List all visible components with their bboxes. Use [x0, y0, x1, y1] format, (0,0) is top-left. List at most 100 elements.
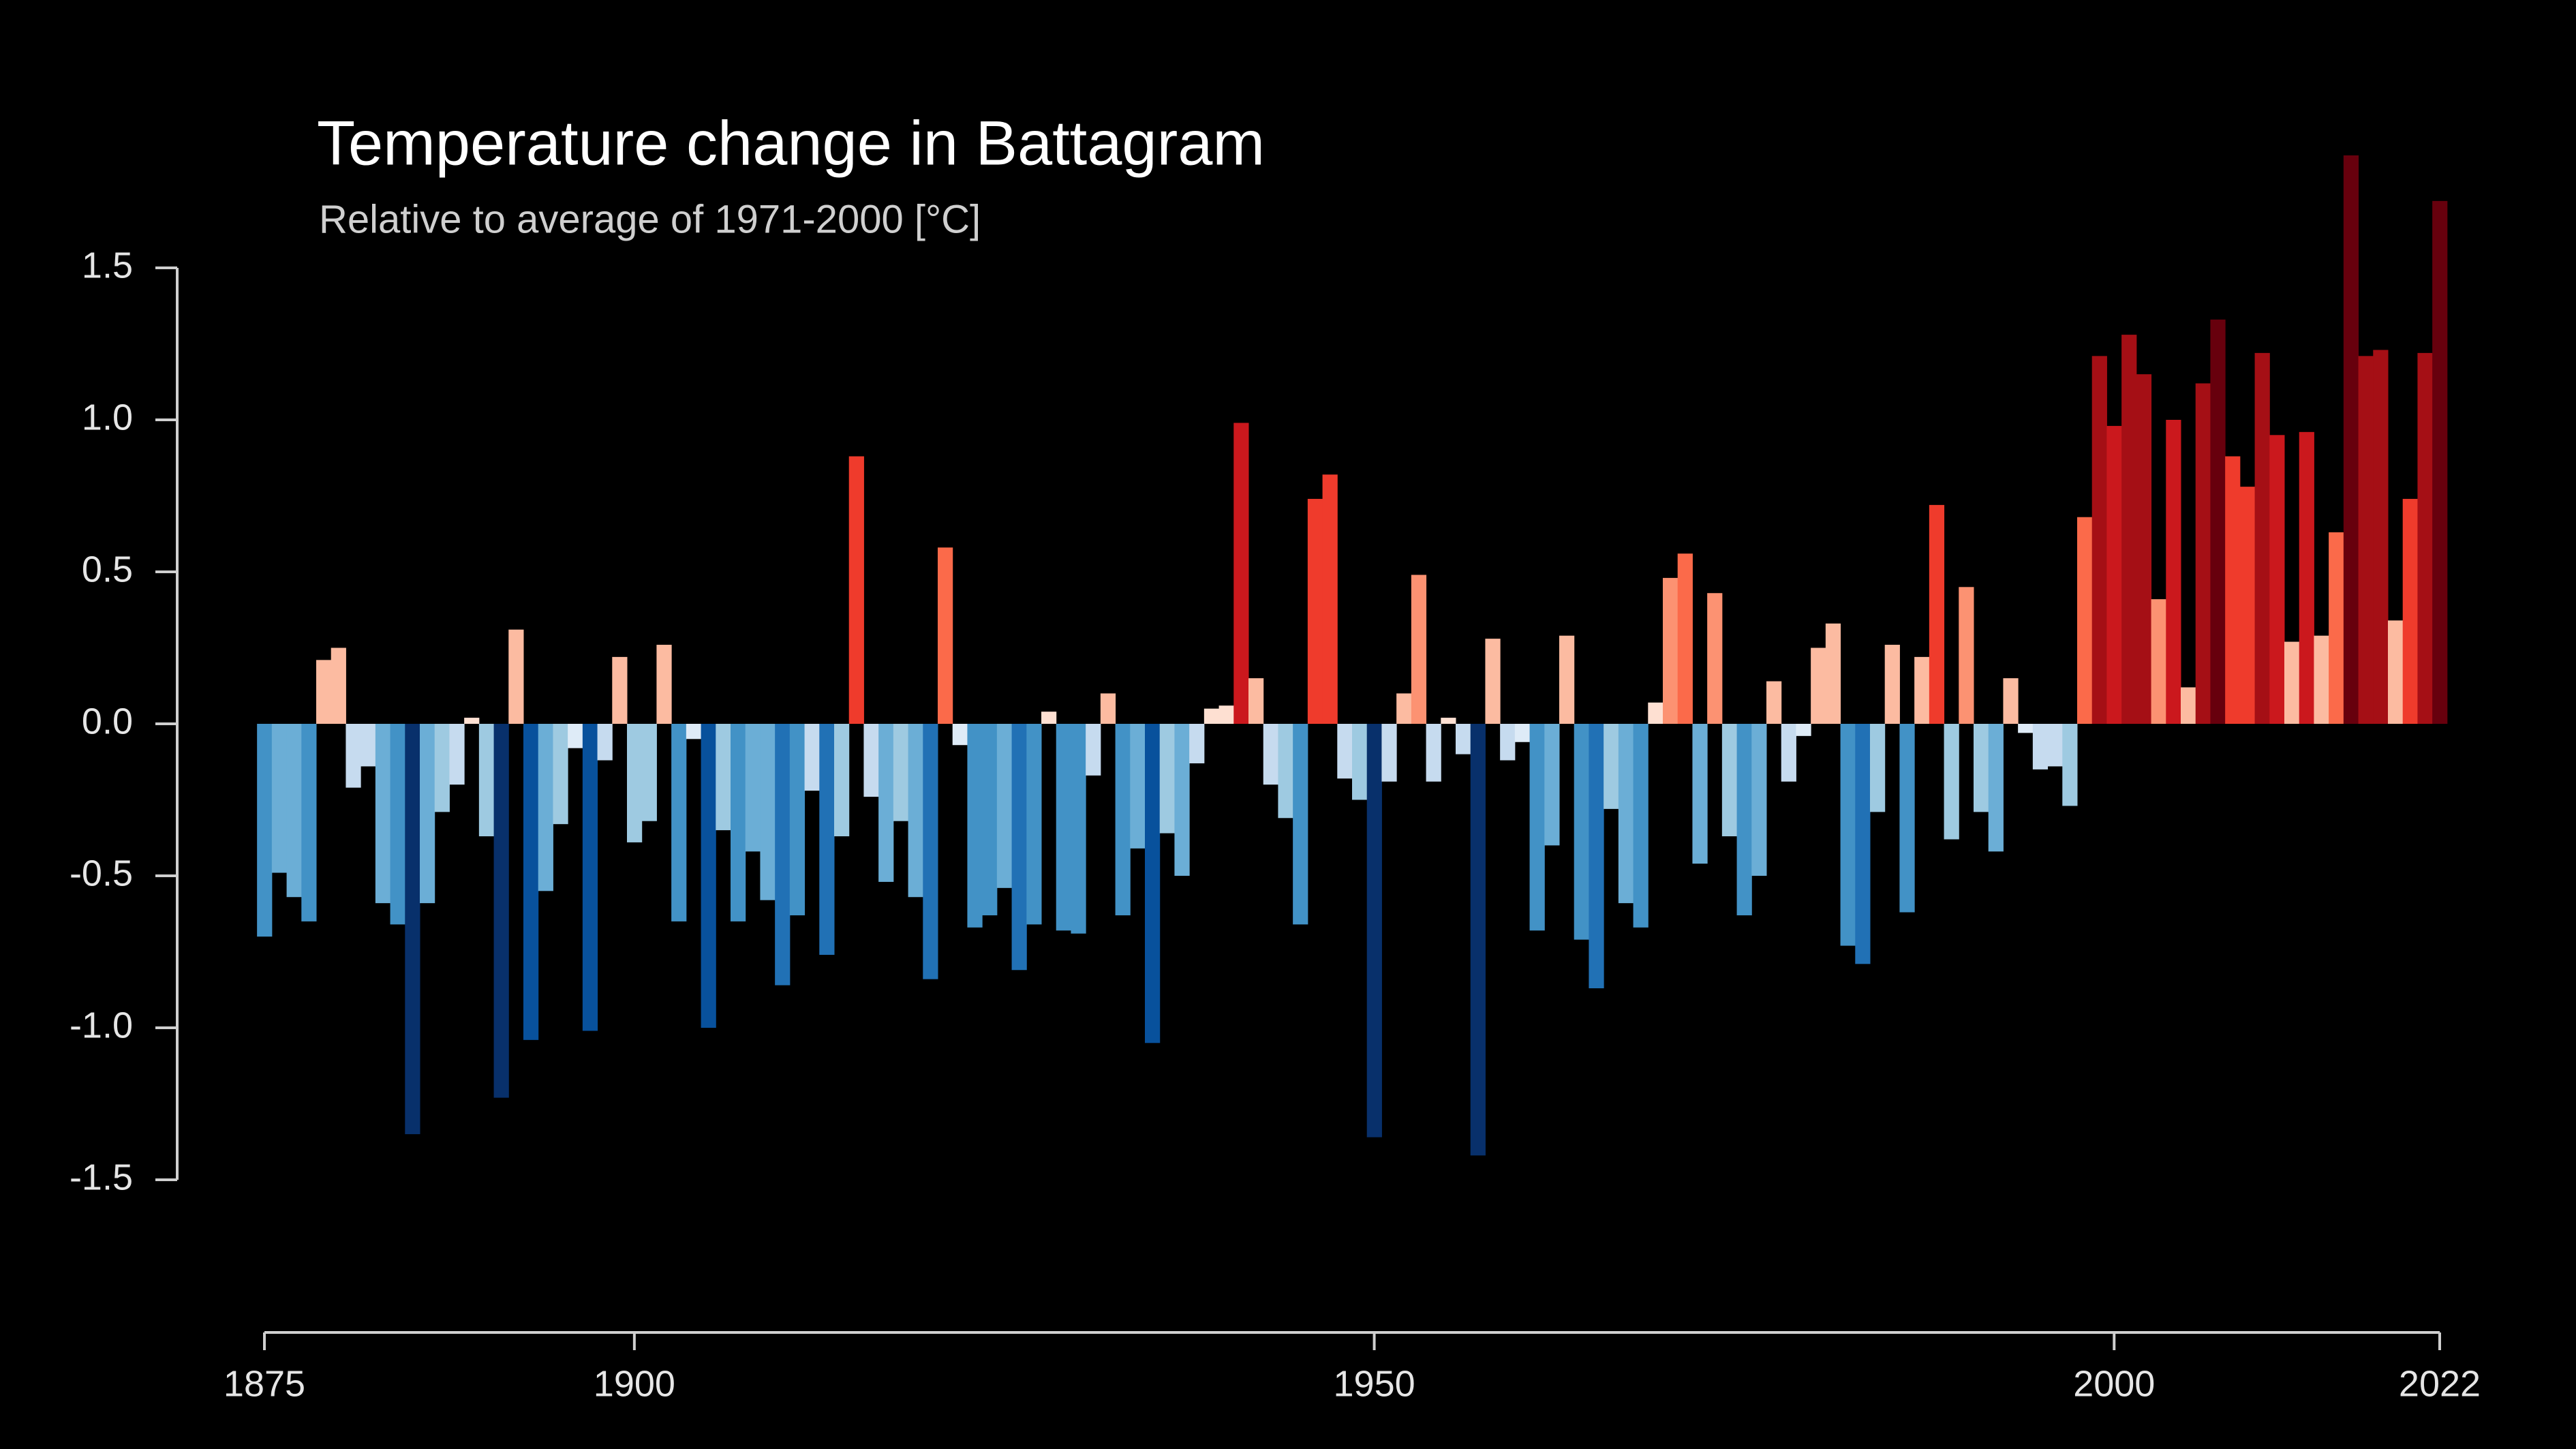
bar — [1633, 724, 1649, 928]
bar — [789, 724, 806, 915]
bar — [316, 660, 332, 724]
bar — [938, 547, 953, 724]
bar — [271, 724, 288, 873]
bar — [2136, 374, 2152, 724]
bar — [1233, 423, 1249, 724]
bar — [346, 724, 361, 788]
bar — [1781, 724, 1796, 782]
bar — [923, 724, 938, 979]
bar — [716, 724, 731, 831]
bar — [434, 724, 450, 812]
bar — [1959, 587, 1974, 724]
bar — [1589, 724, 1604, 989]
bar — [420, 724, 435, 904]
bar — [1100, 693, 1116, 724]
bar — [1544, 724, 1560, 846]
bar — [2329, 532, 2344, 724]
bar — [1189, 724, 1205, 763]
y-tick-label: 0.5 — [82, 549, 133, 590]
bar — [2343, 155, 2359, 724]
bar — [1293, 724, 1308, 925]
bar — [2299, 431, 2314, 724]
bar — [464, 718, 480, 724]
bar — [819, 724, 835, 955]
bar — [1396, 693, 1412, 724]
bar — [863, 724, 879, 797]
bar — [1086, 724, 1101, 776]
bar — [2195, 383, 2211, 724]
bar — [627, 724, 643, 842]
bar — [390, 724, 405, 925]
bar — [1366, 724, 1382, 1138]
bar — [1026, 724, 1042, 925]
bar — [834, 724, 850, 837]
bar — [2432, 200, 2448, 724]
y-tick-label: -1.0 — [70, 1005, 133, 1046]
bar — [1218, 705, 1234, 724]
bar — [2225, 456, 2241, 724]
bar — [1825, 623, 1841, 724]
bar — [760, 724, 776, 900]
chart-title: Temperature change in Battagram — [317, 108, 1265, 178]
bar — [568, 724, 583, 748]
bar — [1559, 635, 1575, 724]
bar — [375, 724, 391, 904]
bar — [2032, 724, 2049, 769]
bar — [1529, 724, 1545, 931]
bar — [1736, 724, 1752, 915]
bar — [731, 724, 746, 921]
bar — [2358, 356, 2374, 724]
bar — [1944, 724, 1959, 840]
bar — [2077, 517, 2093, 724]
bar — [2388, 620, 2404, 724]
x-tick-label: 2000 — [2073, 1363, 2155, 1404]
bar — [2284, 641, 2300, 724]
bar — [1426, 724, 1441, 782]
x-tick-label: 1900 — [594, 1363, 675, 1404]
bar — [2062, 724, 2078, 806]
bar — [1677, 553, 1693, 724]
bar — [1130, 724, 1146, 849]
bar — [686, 724, 702, 739]
bar — [745, 724, 761, 852]
y-tick-label: 0.0 — [82, 701, 133, 742]
bar — [286, 724, 302, 898]
bar — [1618, 724, 1634, 904]
bar — [1470, 724, 1486, 1156]
bar — [2091, 356, 2107, 724]
bar — [582, 724, 598, 1031]
bar — [908, 724, 923, 898]
bar — [1974, 724, 1989, 812]
bar — [1840, 724, 1856, 946]
bar — [1514, 724, 1531, 742]
x-tick-label: 1875 — [224, 1363, 305, 1404]
bar — [2151, 599, 2166, 724]
bar — [1159, 724, 1175, 834]
bar — [2166, 420, 2181, 724]
bar — [1884, 645, 1900, 724]
bar — [2254, 352, 2270, 724]
bar — [878, 724, 894, 882]
bar — [1796, 724, 1811, 736]
bar — [478, 724, 495, 837]
bar — [2210, 319, 2226, 724]
bar — [982, 724, 998, 915]
bar — [996, 724, 1013, 888]
bar — [1604, 724, 1619, 809]
bar — [2373, 350, 2389, 724]
bar — [671, 724, 687, 921]
bar — [1500, 724, 1516, 761]
bar — [1751, 724, 1767, 876]
bar — [701, 724, 716, 1028]
bar — [775, 724, 791, 986]
bar — [2047, 724, 2063, 767]
bar — [1663, 577, 1678, 724]
bar — [641, 724, 657, 821]
bar — [1692, 724, 1708, 864]
bar — [893, 724, 909, 821]
bar — [597, 724, 613, 761]
bar — [967, 724, 983, 928]
bar — [2417, 352, 2433, 724]
bar — [449, 724, 465, 785]
